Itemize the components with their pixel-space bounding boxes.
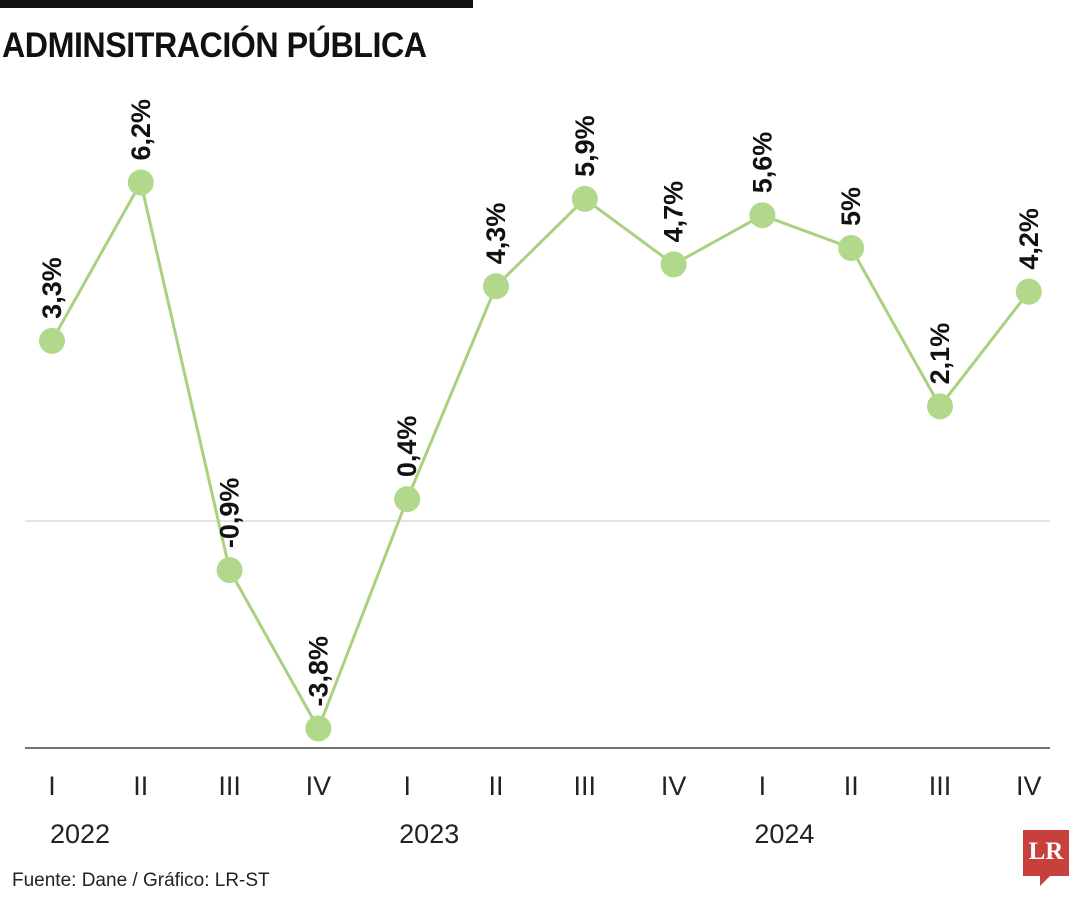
- data-label: 2,1%: [925, 323, 955, 385]
- x-tick-label: IV: [306, 771, 332, 801]
- data-point: [483, 273, 509, 300]
- title-bar-decoration: [0, 0, 473, 8]
- chart-title: ADMINSITRACIÓN PÚBLICA: [2, 26, 427, 65]
- data-point: [216, 557, 243, 584]
- x-tick-label: I: [403, 771, 411, 801]
- x-tick-label: IV: [1016, 771, 1042, 801]
- data-label: 4,2%: [1014, 208, 1044, 270]
- x-tick-label: II: [133, 771, 148, 801]
- data-label: 0,4%: [392, 416, 422, 478]
- lr-logo: LR: [1023, 830, 1069, 876]
- x-tick-label: III: [218, 771, 241, 801]
- data-label: 5,9%: [570, 115, 600, 177]
- data-point: [927, 393, 953, 420]
- data-label: 4,7%: [659, 181, 689, 243]
- data-point: [1015, 278, 1042, 305]
- year-label: 2024: [754, 819, 814, 849]
- x-tick-label: IV: [661, 771, 687, 801]
- data-point: [394, 486, 421, 513]
- data-label: 3,3%: [37, 257, 67, 319]
- data-point: [571, 185, 598, 212]
- data-label: 5%: [836, 187, 866, 226]
- data-label: -0,9%: [215, 478, 245, 549]
- data-point: [660, 251, 687, 278]
- x-tick-label: III: [929, 771, 952, 801]
- series-line: [50, 178, 1030, 732]
- logo-text: LR: [1028, 838, 1064, 865]
- x-tick-label: I: [48, 771, 56, 801]
- year-label: 2023: [399, 819, 459, 849]
- x-tick-label: I: [759, 771, 767, 801]
- data-label: -3,8%: [303, 636, 333, 707]
- data-point: [749, 202, 776, 229]
- data-point: [127, 169, 154, 196]
- x-tick-label: II: [488, 771, 503, 801]
- data-point: [838, 235, 865, 261]
- data-label: 5,6%: [747, 132, 777, 194]
- logo-tail: [1040, 876, 1050, 886]
- data-label: 6,2%: [126, 99, 156, 161]
- data-label: 4,3%: [481, 203, 511, 265]
- source-note: Fuente: Dane / Gráfico: LR-ST: [12, 870, 270, 891]
- year-label: 2022: [50, 819, 110, 849]
- data-point: [39, 327, 65, 354]
- x-tick-label: II: [844, 771, 859, 801]
- x-tick-label: III: [574, 771, 597, 801]
- data-point: [305, 715, 332, 742]
